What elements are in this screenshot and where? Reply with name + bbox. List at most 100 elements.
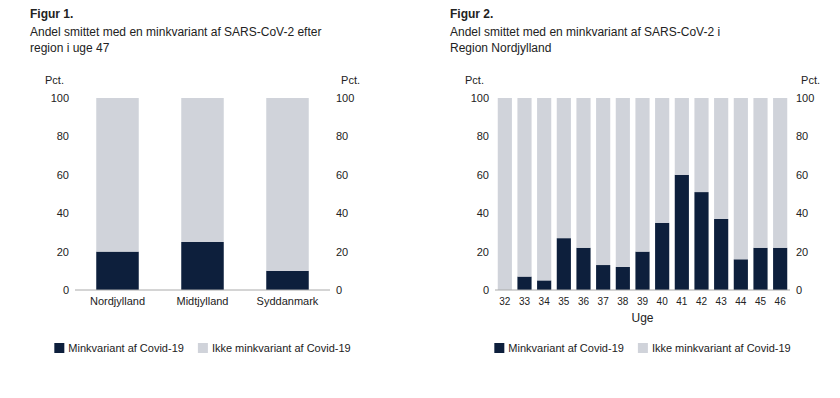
- y2-tick-label: 20: [796, 246, 808, 258]
- bar: [655, 223, 669, 290]
- bar: [753, 248, 767, 290]
- y-tick-label: 20: [57, 246, 69, 258]
- bar: [537, 98, 551, 280]
- bars: [498, 98, 787, 290]
- title: Figur 1.: [30, 7, 73, 21]
- bar: [517, 98, 531, 277]
- x-tick-label: 45: [755, 296, 767, 307]
- y-tick-label: 60: [57, 169, 69, 181]
- y2-tick-label: 40: [796, 207, 808, 219]
- title: Figur 2.: [450, 7, 493, 21]
- x-tick-label: 34: [539, 296, 551, 307]
- legend-label: Ikke minkvariant af Covid-19: [652, 342, 791, 354]
- y-axis-label: Pct.: [465, 74, 484, 86]
- bar: [181, 98, 224, 242]
- legend: Minkvariant af Covid-19 Ikke minkvariant …: [494, 342, 790, 354]
- y-axis-label: Pct.: [45, 74, 64, 86]
- bar: [616, 98, 630, 267]
- legend-label: Ikke minkvariant af Covid-19: [212, 342, 351, 354]
- x-tick-label: 40: [657, 296, 669, 307]
- bar: [266, 271, 309, 290]
- bar: [576, 248, 590, 290]
- y2-axis-label: Pct.: [801, 74, 820, 86]
- y-tick-label: 100: [51, 92, 69, 104]
- bar: [96, 98, 139, 252]
- x-tick-label: Midtjylland: [177, 295, 229, 307]
- legend-swatch: [54, 343, 64, 353]
- x-tick-label: 37: [598, 296, 610, 307]
- chart-canvas: Figur 1. Andel smittet med en minkvariant…: [0, 0, 840, 398]
- bar: [517, 277, 531, 290]
- bar: [675, 98, 689, 175]
- y2-axis-label: Pct.: [341, 74, 360, 86]
- bar: [773, 98, 787, 248]
- subtitle: Andel smittet med en minkvariant af SARS…: [30, 25, 321, 39]
- y2-tick-label: 100: [336, 92, 354, 104]
- x-tick-label: 32: [499, 296, 511, 307]
- x-tick-label: 42: [696, 296, 708, 307]
- x-tick-label: 36: [578, 296, 590, 307]
- bar: [694, 98, 708, 192]
- y-tick-label: 40: [57, 207, 69, 219]
- legend-swatch: [198, 343, 208, 353]
- y-tick-label: 60: [477, 169, 489, 181]
- bar: [655, 98, 669, 223]
- bar: [675, 175, 689, 290]
- x-tick-label: 39: [637, 296, 649, 307]
- x-tick-label: 44: [735, 296, 747, 307]
- bar: [714, 98, 728, 219]
- x-tick-label: 33: [519, 296, 531, 307]
- bar: [635, 252, 649, 290]
- bar: [773, 248, 787, 290]
- bar: [557, 238, 571, 290]
- y2-tick-label: 60: [796, 169, 808, 181]
- y2-tick-label: 40: [336, 207, 348, 219]
- bar: [694, 192, 708, 290]
- y2-tick-label: 80: [336, 130, 348, 142]
- panel: Figur 2.Andel smittet med en minkvariant…: [450, 7, 820, 354]
- subtitle: region i uge 47: [30, 41, 110, 55]
- y-tick-label: 100: [471, 92, 489, 104]
- bar: [181, 242, 224, 290]
- subtitle: Region Nordjylland: [450, 41, 551, 55]
- legend: Minkvariant af Covid-19 Ikke minkvariant …: [54, 342, 350, 354]
- x-axis-line: [495, 290, 790, 291]
- legend-label: Minkvariant af Covid-19: [68, 342, 184, 354]
- x-tick-label: Nordjylland: [90, 295, 145, 307]
- legend-label: Minkvariant af Covid-19: [508, 342, 624, 354]
- bar: [734, 98, 748, 259]
- y-tick-label: 0: [63, 284, 69, 296]
- legend-swatch: [638, 343, 648, 353]
- panel: Figur 1. Andel smittet med en minkvariant…: [30, 7, 360, 354]
- bars: [96, 98, 309, 290]
- bar: [596, 265, 610, 290]
- bar: [596, 98, 610, 265]
- bar: [714, 219, 728, 290]
- y2-tick-label: 60: [336, 169, 348, 181]
- bar: [635, 98, 649, 252]
- bar: [616, 267, 630, 290]
- y-tick-label: 80: [57, 130, 69, 142]
- y-tick-label: 80: [477, 130, 489, 142]
- legend-swatch: [494, 343, 504, 353]
- x-tick-label: 43: [716, 296, 728, 307]
- y-tick-label: 40: [477, 207, 489, 219]
- bar: [266, 98, 309, 271]
- x-tick-label: 46: [775, 296, 787, 307]
- y-tick-label: 0: [483, 284, 489, 296]
- x-tick-label: Syddanmark: [257, 295, 319, 307]
- x-tick-label: 35: [558, 296, 570, 307]
- y2-tick-label: 100: [796, 92, 814, 104]
- x-axis-label: Uge: [631, 311, 653, 325]
- bar: [498, 98, 512, 290]
- x-axis-line: [75, 290, 330, 291]
- y2-tick-label: 0: [336, 284, 342, 296]
- bar: [576, 98, 590, 248]
- y2-tick-label: 80: [796, 130, 808, 142]
- bar: [734, 259, 748, 290]
- bar: [557, 98, 571, 238]
- x-tick-label: 41: [676, 296, 688, 307]
- bar: [753, 98, 767, 248]
- y2-tick-label: 20: [336, 246, 348, 258]
- y2-tick-label: 0: [796, 284, 802, 296]
